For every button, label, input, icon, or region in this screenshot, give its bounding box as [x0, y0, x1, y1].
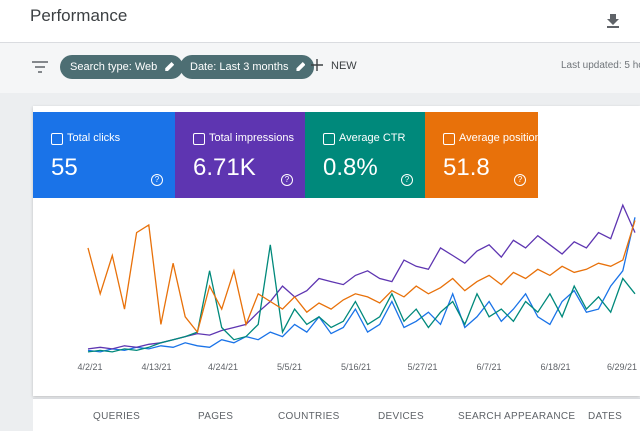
help-icon: ?	[514, 174, 526, 186]
checkbox	[443, 133, 455, 145]
x-tick-label: 5/5/21	[277, 362, 302, 372]
card-label: Total impressions	[209, 132, 294, 144]
last-updated: Last updated: 5 hou	[561, 60, 640, 71]
new-button[interactable]: NEW	[331, 60, 357, 72]
series-line	[87, 244, 636, 353]
card-label: Average CTR	[339, 132, 406, 144]
tab[interactable]: QUERIES	[93, 411, 141, 422]
metric-card[interactable]: Total clicks 55?	[33, 112, 175, 198]
series-line	[87, 217, 636, 353]
help-icon: ?	[401, 174, 413, 186]
series-line	[87, 220, 636, 334]
card-label: Total clicks	[67, 132, 121, 144]
filter-row: Search type: Web Date: Last 3 months NEW…	[0, 43, 640, 93]
checkbox	[193, 133, 205, 145]
tab[interactable]: DEVICES	[378, 411, 425, 422]
metric-card[interactable]: Total impressions 6.71K?	[175, 112, 305, 198]
checkbox	[51, 133, 63, 145]
card-value: 6.71K	[193, 154, 256, 181]
filter-icon[interactable]	[32, 61, 48, 73]
x-tick-label: 5/16/21	[341, 362, 371, 372]
top-bar: Performance	[0, 0, 640, 43]
tabs: QUERIES PAGES COUNTRIES DEVICES SEARCH APPEA…	[33, 398, 640, 431]
x-tick-label: 4/13/21	[141, 362, 171, 372]
tab[interactable]: PAGES	[198, 411, 234, 422]
card-value: 55	[51, 154, 78, 181]
checkbox	[323, 133, 335, 145]
chart: 4/2/21 4/13/21 4/24/21 5/5/21 5/16/21 5/27/21…	[77, 203, 637, 372]
tab[interactable]: COUNTRIES	[278, 411, 340, 422]
tab[interactable]: SEARCH APPEARANCE	[458, 411, 576, 422]
metric-card[interactable]: Average position 51.8?	[425, 112, 541, 198]
filter-chip[interactable]: Search type: Web	[60, 55, 184, 79]
help-icon: ?	[151, 174, 163, 186]
download-icon[interactable]	[606, 12, 620, 28]
card-value: 0.8%	[323, 154, 378, 181]
x-tick-label: 6/29/21	[607, 362, 637, 372]
x-tick-label: 4/24/21	[208, 362, 238, 372]
card-value: 51.8	[443, 154, 490, 181]
page-title: Performance	[30, 6, 128, 25]
tab[interactable]: DATES	[588, 411, 623, 422]
help-icon: ?	[281, 174, 293, 186]
x-tick-label: 5/27/21	[407, 362, 437, 372]
filter-chip[interactable]: Date: Last 3 months	[180, 55, 315, 79]
metric-card[interactable]: Average CTR 0.8%?	[305, 112, 425, 198]
plus-icon[interactable]	[311, 59, 323, 71]
x-tick-label: 6/7/21	[476, 362, 501, 372]
card-label: Average position	[459, 132, 541, 144]
x-tick-label: 6/18/21	[540, 362, 570, 372]
x-tick-label: 4/2/21	[77, 362, 102, 372]
